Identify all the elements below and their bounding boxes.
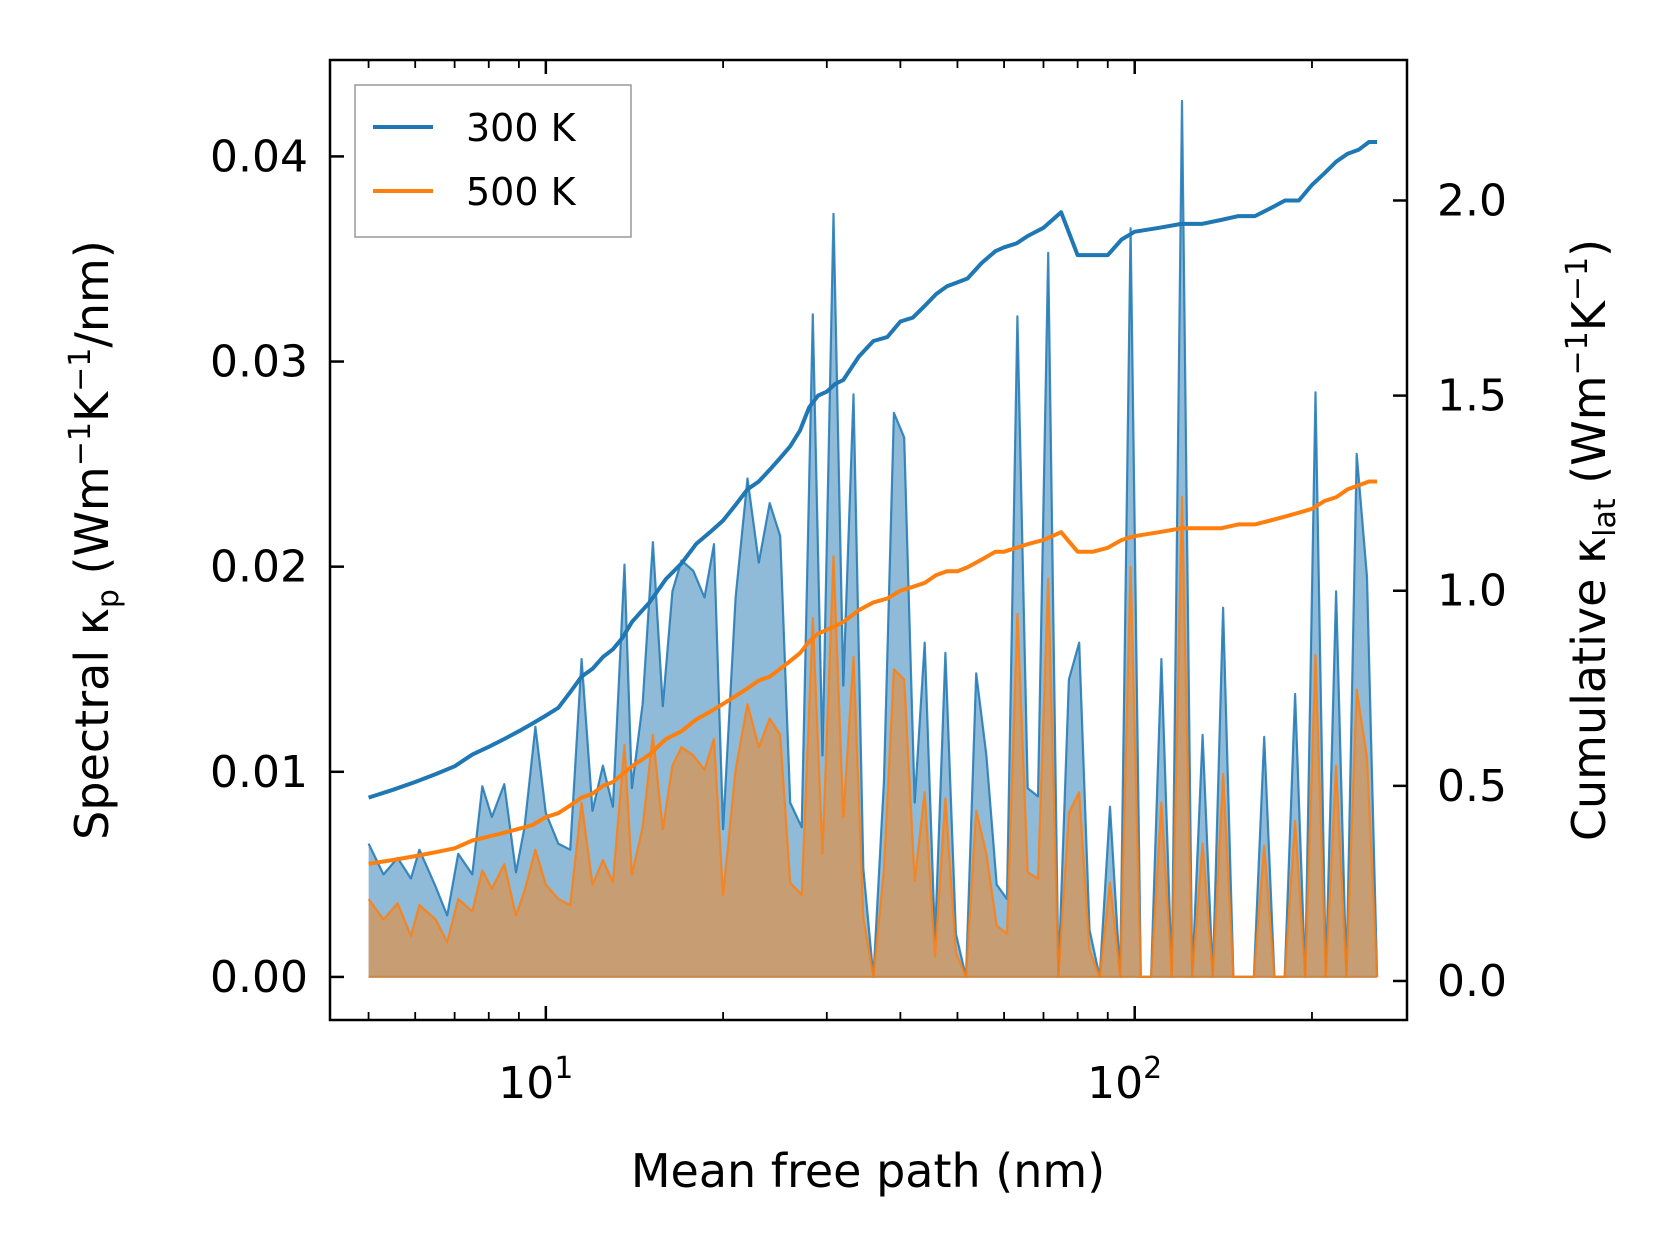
x-tick-label: 101 (498, 1051, 573, 1109)
cumulative-line-500k (368, 479, 1378, 866)
y-right-units-open: (Wm (1562, 375, 1616, 498)
y-right-tick-label: 0.5 (1437, 761, 1507, 812)
x-tick-label-exp: 1 (554, 1051, 573, 1086)
cumulative-line-300k (367, 140, 1378, 800)
y-left-sup1: −1 (63, 422, 98, 466)
y-right-tick-label: 0.0 (1437, 956, 1507, 1007)
legend-box (354, 84, 632, 238)
y-axis-label-left: Spectral κp (Wm−1K−1/nm) (63, 240, 126, 840)
y-right-units-mid: K (1562, 299, 1616, 331)
x-tick-label-base: 10 (1087, 1058, 1143, 1109)
y-axis-label-right: Cumulative κlat (Wm−1K−1) (1560, 239, 1623, 841)
plot-frame (328, 58, 1409, 1022)
x-tick-label-base: 10 (498, 1058, 554, 1109)
y-right-tick-label: 2.0 (1437, 175, 1507, 226)
y-left-tick-label: 0.02 (210, 542, 308, 593)
y-left-units-close: /nm) (65, 240, 119, 347)
y-left-tick-label: 0.01 (210, 747, 308, 798)
x-tick-label-exp: 2 (1143, 1051, 1162, 1086)
y-right-sup1: −1 (1560, 331, 1595, 375)
x-axis-label: Mean free path (nm) (631, 1144, 1105, 1198)
y-left-sup2: −1 (63, 348, 98, 392)
y-left-units-open: (Wm (65, 466, 119, 589)
y-right-sup2: −1 (1560, 257, 1595, 301)
y-left-main: Spectral κ (65, 608, 119, 840)
x-tick-label: 102 (1087, 1051, 1162, 1109)
legend: 300 K 500 K (354, 84, 632, 238)
y-left-tick-label: 0.00 (210, 952, 308, 1003)
y-left-tick-label: 0.03 (210, 337, 308, 388)
cumulative-lines (367, 140, 1378, 866)
y-left-tick-label: 0.04 (210, 131, 308, 182)
legend-label-500k: 500 K (466, 170, 577, 214)
y-right-tick-label: 1.0 (1437, 566, 1507, 617)
y-left-sub: p (91, 589, 126, 608)
y-right-main: Cumulative κ (1562, 537, 1616, 841)
legend-label-300k: 300 K (466, 106, 577, 150)
y-right-units-close: ) (1562, 239, 1616, 257)
y-right-tick-label: 1.5 (1437, 371, 1507, 422)
spectral-area-500k (368, 496, 1378, 977)
y-left-units-mid: K (65, 390, 119, 422)
y-right-sub: lat (1588, 498, 1623, 537)
spectral-line-500k (367, 495, 1379, 978)
